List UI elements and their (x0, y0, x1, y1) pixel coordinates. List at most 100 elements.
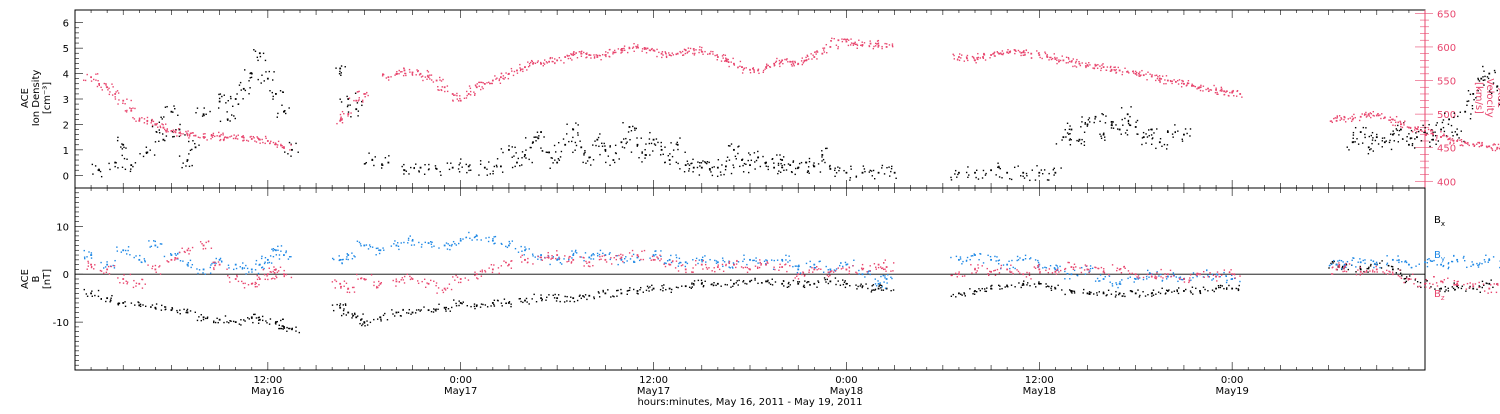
by-point (245, 273, 246, 274)
density-point (834, 170, 835, 171)
velocity-point (1353, 118, 1354, 119)
by-point (449, 245, 450, 246)
velocity-point (122, 100, 124, 102)
by-point (84, 250, 85, 251)
velocity-point (633, 43, 634, 44)
velocity-point (1058, 59, 1059, 60)
bz-point (275, 269, 277, 271)
bz-point (283, 270, 284, 271)
bx-point (742, 281, 743, 282)
bx-point (346, 314, 347, 315)
bx-point (849, 285, 850, 286)
bx-point (663, 284, 664, 285)
bx-point (284, 327, 285, 328)
velocity-point (479, 82, 480, 83)
density-point (1151, 134, 1152, 135)
density-point (130, 168, 131, 169)
velocity-point (405, 75, 406, 76)
density-point (999, 176, 1000, 177)
velocity-point (1002, 50, 1003, 51)
by-point (777, 260, 778, 261)
density-point (120, 146, 121, 147)
velocity-point (403, 67, 404, 68)
bz-point (155, 265, 156, 266)
by-point (84, 257, 85, 258)
bx-point (343, 304, 344, 305)
bx-point (195, 312, 196, 313)
bz-point (964, 275, 965, 276)
bz-point (93, 268, 94, 269)
by-point (883, 281, 884, 282)
density-point (619, 158, 620, 159)
bx-point (1108, 290, 1109, 291)
bz-point (152, 266, 153, 267)
bx-point (991, 285, 992, 286)
bx-point (633, 289, 634, 290)
velocity-point (1188, 80, 1189, 81)
density-point (497, 158, 498, 159)
bx-point (275, 322, 276, 323)
velocity-point (1023, 55, 1024, 56)
bx-point (1400, 273, 1401, 274)
bx-point (1218, 287, 1219, 288)
bz-point (447, 288, 448, 289)
density-point (1080, 126, 1081, 127)
density-point (1054, 172, 1056, 174)
density-point (697, 161, 698, 162)
density-point (1148, 129, 1149, 130)
velocity-point (269, 142, 270, 143)
bz-point (277, 272, 278, 273)
bz-point (559, 258, 560, 259)
bz-point (659, 260, 660, 261)
density-point (1088, 119, 1089, 120)
bx-point (1152, 292, 1153, 293)
velocity-point (1056, 60, 1057, 61)
velocity-point (433, 81, 434, 82)
density-point (699, 174, 700, 175)
by-point (593, 258, 594, 259)
by-point (1405, 261, 1406, 262)
density-point (679, 137, 680, 138)
velocity-point (731, 61, 732, 62)
velocity-point (752, 68, 753, 69)
density-point (1087, 124, 1089, 126)
by-point (1374, 263, 1375, 264)
velocity-point (227, 137, 229, 139)
velocity-point (1435, 139, 1436, 140)
bx-point (176, 310, 177, 311)
bz-point (629, 252, 630, 253)
velocity-point (456, 95, 457, 96)
bz-point (160, 273, 161, 274)
bz-point (786, 271, 787, 272)
density-point (1456, 128, 1457, 129)
bx-point (883, 290, 884, 291)
density-point (1085, 122, 1086, 123)
density-point (1484, 76, 1485, 77)
density-point (712, 167, 713, 168)
bx-point (1368, 268, 1369, 269)
velocity-point (723, 54, 724, 55)
density-point (616, 153, 617, 154)
by-point (114, 267, 115, 268)
velocity-point (242, 135, 243, 136)
by-point (998, 263, 999, 264)
bz-point (759, 267, 760, 268)
bz-point (987, 273, 988, 274)
bx-point (1074, 291, 1075, 292)
bz-point (482, 271, 483, 272)
density-point (978, 178, 979, 179)
bz-point (1009, 271, 1010, 272)
density-point (1104, 140, 1105, 141)
velocity-point (1425, 135, 1426, 136)
density-tick-label: 3 (63, 95, 69, 106)
bz-point (214, 262, 215, 263)
velocity-point (182, 133, 183, 134)
by-point (475, 236, 476, 237)
bz-point (404, 282, 405, 283)
density-point (231, 114, 232, 115)
velocity-point (831, 40, 832, 41)
velocity-point (348, 113, 349, 114)
bz-point (589, 266, 590, 267)
velocity-point (862, 42, 863, 43)
